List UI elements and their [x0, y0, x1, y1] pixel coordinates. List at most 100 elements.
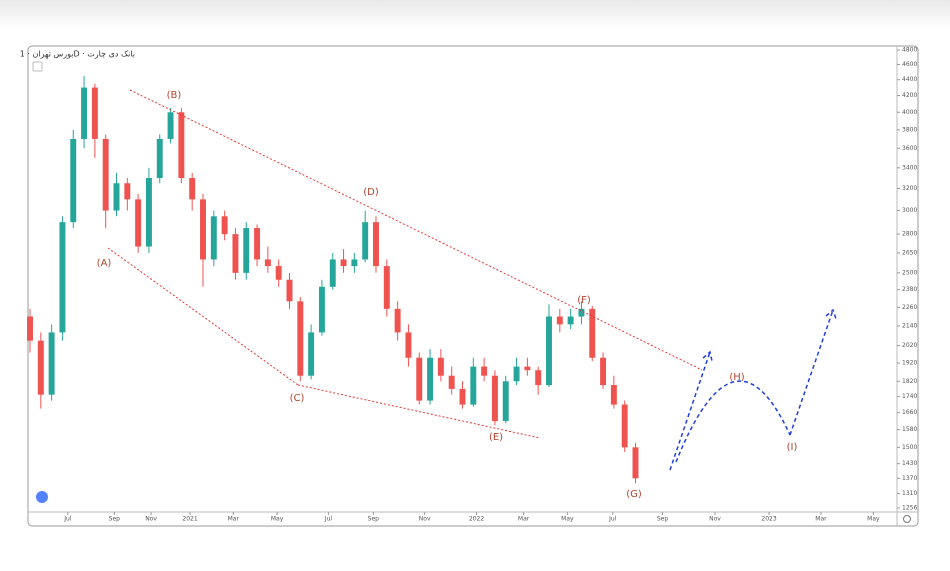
- wave-label: (F): [577, 295, 591, 306]
- candle-body: [308, 332, 315, 376]
- candle-body: [589, 308, 596, 358]
- trend-line: [297, 384, 541, 439]
- trend-line: [107, 247, 299, 386]
- candle-body: [48, 332, 55, 395]
- x-tick-label: May: [271, 516, 284, 523]
- y-tick-label: 4800: [902, 47, 917, 54]
- candle-body: [513, 366, 520, 382]
- candle-body: [81, 87, 88, 139]
- candle-body: [329, 259, 336, 287]
- x-tick-label: Sep: [368, 516, 380, 523]
- y-tick-label: 4000: [902, 109, 917, 116]
- y-tick-label: 1660: [902, 409, 917, 416]
- x-tick-label: Nov: [709, 516, 721, 523]
- wave-label: (G): [626, 489, 642, 500]
- candle-body: [156, 138, 163, 179]
- y-tick-label: 2020: [902, 342, 917, 349]
- candle-body: [318, 286, 325, 333]
- candle-body: [535, 370, 542, 386]
- candle-body: [610, 385, 617, 405]
- candle-body: [210, 216, 217, 260]
- x-tick-label: 2021: [182, 516, 197, 523]
- candle-body: [481, 366, 488, 376]
- candle-body: [254, 228, 261, 260]
- candle-body: [362, 222, 369, 260]
- chart-frame: [27, 45, 919, 527]
- candle-body: [264, 259, 271, 267]
- candle-body: [567, 316, 574, 325]
- y-tick-label: 1580: [902, 426, 917, 433]
- wave-label: (C): [290, 393, 305, 404]
- candle-body: [145, 178, 152, 247]
- candle-body: [373, 222, 379, 267]
- candle-body: [59, 222, 66, 333]
- y-tick-label: 1500: [902, 444, 917, 451]
- y-tick-label: 2140: [902, 322, 917, 329]
- candle-body: [546, 316, 552, 386]
- x-tick-label: Jul: [324, 516, 333, 523]
- y-tick-label: 3800: [902, 126, 917, 133]
- y-tick-label: 2800: [902, 231, 917, 238]
- y-tick-label: 4600: [902, 61, 917, 68]
- x-tick-label: Mar: [228, 516, 240, 523]
- y-tick-label: 1430: [902, 460, 917, 467]
- candle-body: [200, 199, 206, 260]
- drawings: [107, 89, 837, 471]
- candle-body: [556, 316, 563, 325]
- y-tick-label: 1820: [902, 378, 917, 385]
- candle-body: [383, 266, 390, 309]
- wave-label: (I): [787, 442, 798, 453]
- y-tick-label: 3400: [902, 164, 917, 171]
- candle-body: [189, 178, 196, 200]
- wave-label: (B): [167, 90, 182, 101]
- y-tick-label: 4400: [902, 76, 917, 83]
- candle-body: [621, 404, 628, 448]
- y-tick-label: 3200: [902, 185, 917, 192]
- x-tick-label: Sep: [109, 516, 121, 523]
- x-tick-label: Jul: [608, 516, 617, 523]
- x-tick-label: Nov: [419, 516, 431, 523]
- settings-icon[interactable]: [903, 515, 911, 523]
- candle-body: [135, 199, 142, 247]
- candle-body: [437, 357, 444, 376]
- y-tick-label: 2260: [902, 304, 917, 311]
- x-tick-label: 2023: [761, 516, 776, 523]
- candle-body: [470, 366, 477, 405]
- candle-body: [124, 183, 131, 200]
- candle-body: [275, 266, 282, 280]
- y-tick-label: 1740: [902, 393, 917, 400]
- projection-arrow: [669, 350, 713, 471]
- x-tick-label: Mar: [518, 516, 530, 523]
- candle-body: [491, 375, 498, 422]
- y-tick-label: 1920: [902, 360, 917, 367]
- x-tick-label: Nov: [145, 516, 157, 523]
- y-tick-label: 4200: [902, 92, 917, 99]
- y-tick-label: 1310: [902, 490, 917, 497]
- y-tick-label: 1256: [902, 505, 917, 512]
- x-tick-label: May: [867, 516, 880, 523]
- x-tick-label: Jul: [63, 516, 72, 523]
- candle-body: [70, 138, 77, 223]
- top-shade: [0, 0, 950, 30]
- y-tick-label: 3600: [902, 145, 917, 152]
- projection-arrow: [789, 308, 837, 436]
- x-tick-label: Sep: [657, 516, 669, 523]
- x-tick-label: 2022: [469, 516, 484, 523]
- y-tick-label: 2650: [902, 249, 917, 256]
- candle-body: [427, 357, 434, 401]
- candle-body: [632, 447, 639, 479]
- wave-label: (E): [489, 432, 503, 443]
- collapse-button[interactable]: [32, 61, 43, 72]
- candle-body: [221, 216, 228, 235]
- candle-body: [459, 388, 466, 405]
- projection-arc: [675, 380, 791, 463]
- candle-body: [297, 301, 304, 376]
- candle-body: [448, 375, 455, 389]
- candle-body: [600, 357, 607, 386]
- candle-body: [578, 308, 585, 317]
- candle-body: [502, 381, 509, 422]
- logo: [36, 491, 48, 503]
- chart-title: بورس تهران · 1D · بانک دی چارت: [20, 50, 135, 59]
- y-tick-label: 1370: [902, 475, 917, 482]
- candle-body: [243, 228, 250, 273]
